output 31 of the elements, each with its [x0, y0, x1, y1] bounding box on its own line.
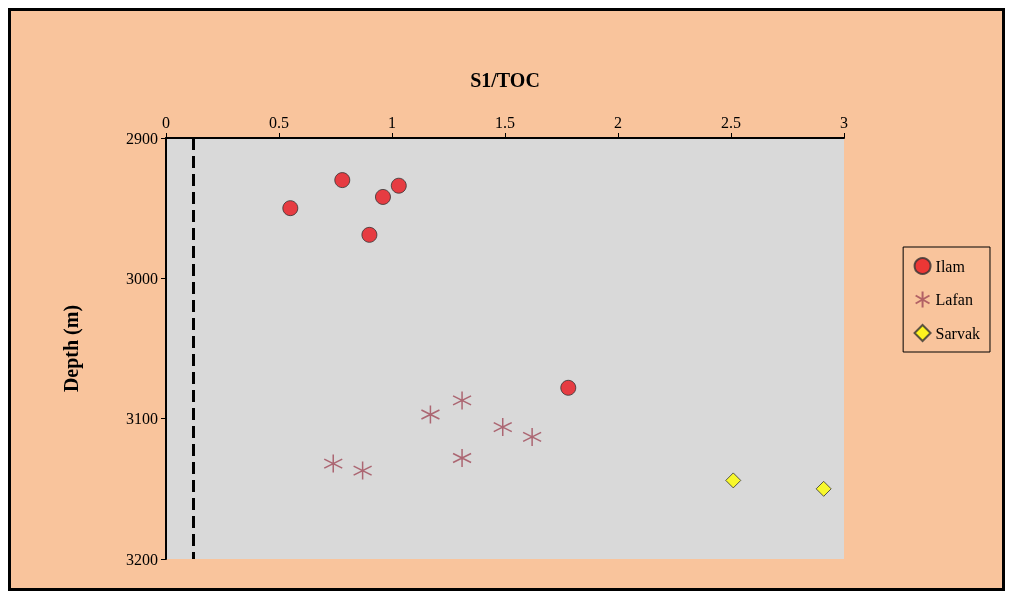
point	[522, 427, 542, 447]
point	[390, 177, 407, 194]
x-tick-label: 3	[840, 113, 848, 131]
y-tick-label: 3200	[126, 550, 158, 568]
x-tick-label: 2	[614, 113, 622, 131]
y-axis-title: Depth (m)	[60, 304, 83, 393]
point	[452, 448, 472, 468]
legend-label: Ilam	[935, 257, 966, 275]
point	[420, 404, 441, 425]
x-tick-label: 1	[388, 113, 396, 131]
y-tick-label: 2900	[126, 129, 158, 147]
point	[815, 480, 832, 497]
x-tick-label: 2.5	[721, 113, 741, 131]
point	[374, 188, 391, 205]
point	[452, 390, 472, 411]
point	[323, 453, 343, 474]
point	[334, 172, 351, 189]
x-tick-label: 0.5	[269, 113, 289, 131]
legend-label: Sarvak	[935, 324, 981, 342]
point	[725, 472, 742, 489]
x-tick-label: 1.5	[495, 113, 515, 131]
point	[352, 460, 373, 481]
point	[282, 200, 299, 217]
y-tick-label: 3100	[126, 410, 158, 428]
legend-label: Lafan	[935, 291, 973, 308]
point	[560, 379, 577, 396]
x-axis-title: S1/TOC	[470, 69, 540, 91]
y-tick-label: 3000	[126, 269, 158, 287]
x-tick-label: 0	[162, 113, 170, 131]
point	[492, 417, 513, 437]
point	[361, 226, 378, 243]
